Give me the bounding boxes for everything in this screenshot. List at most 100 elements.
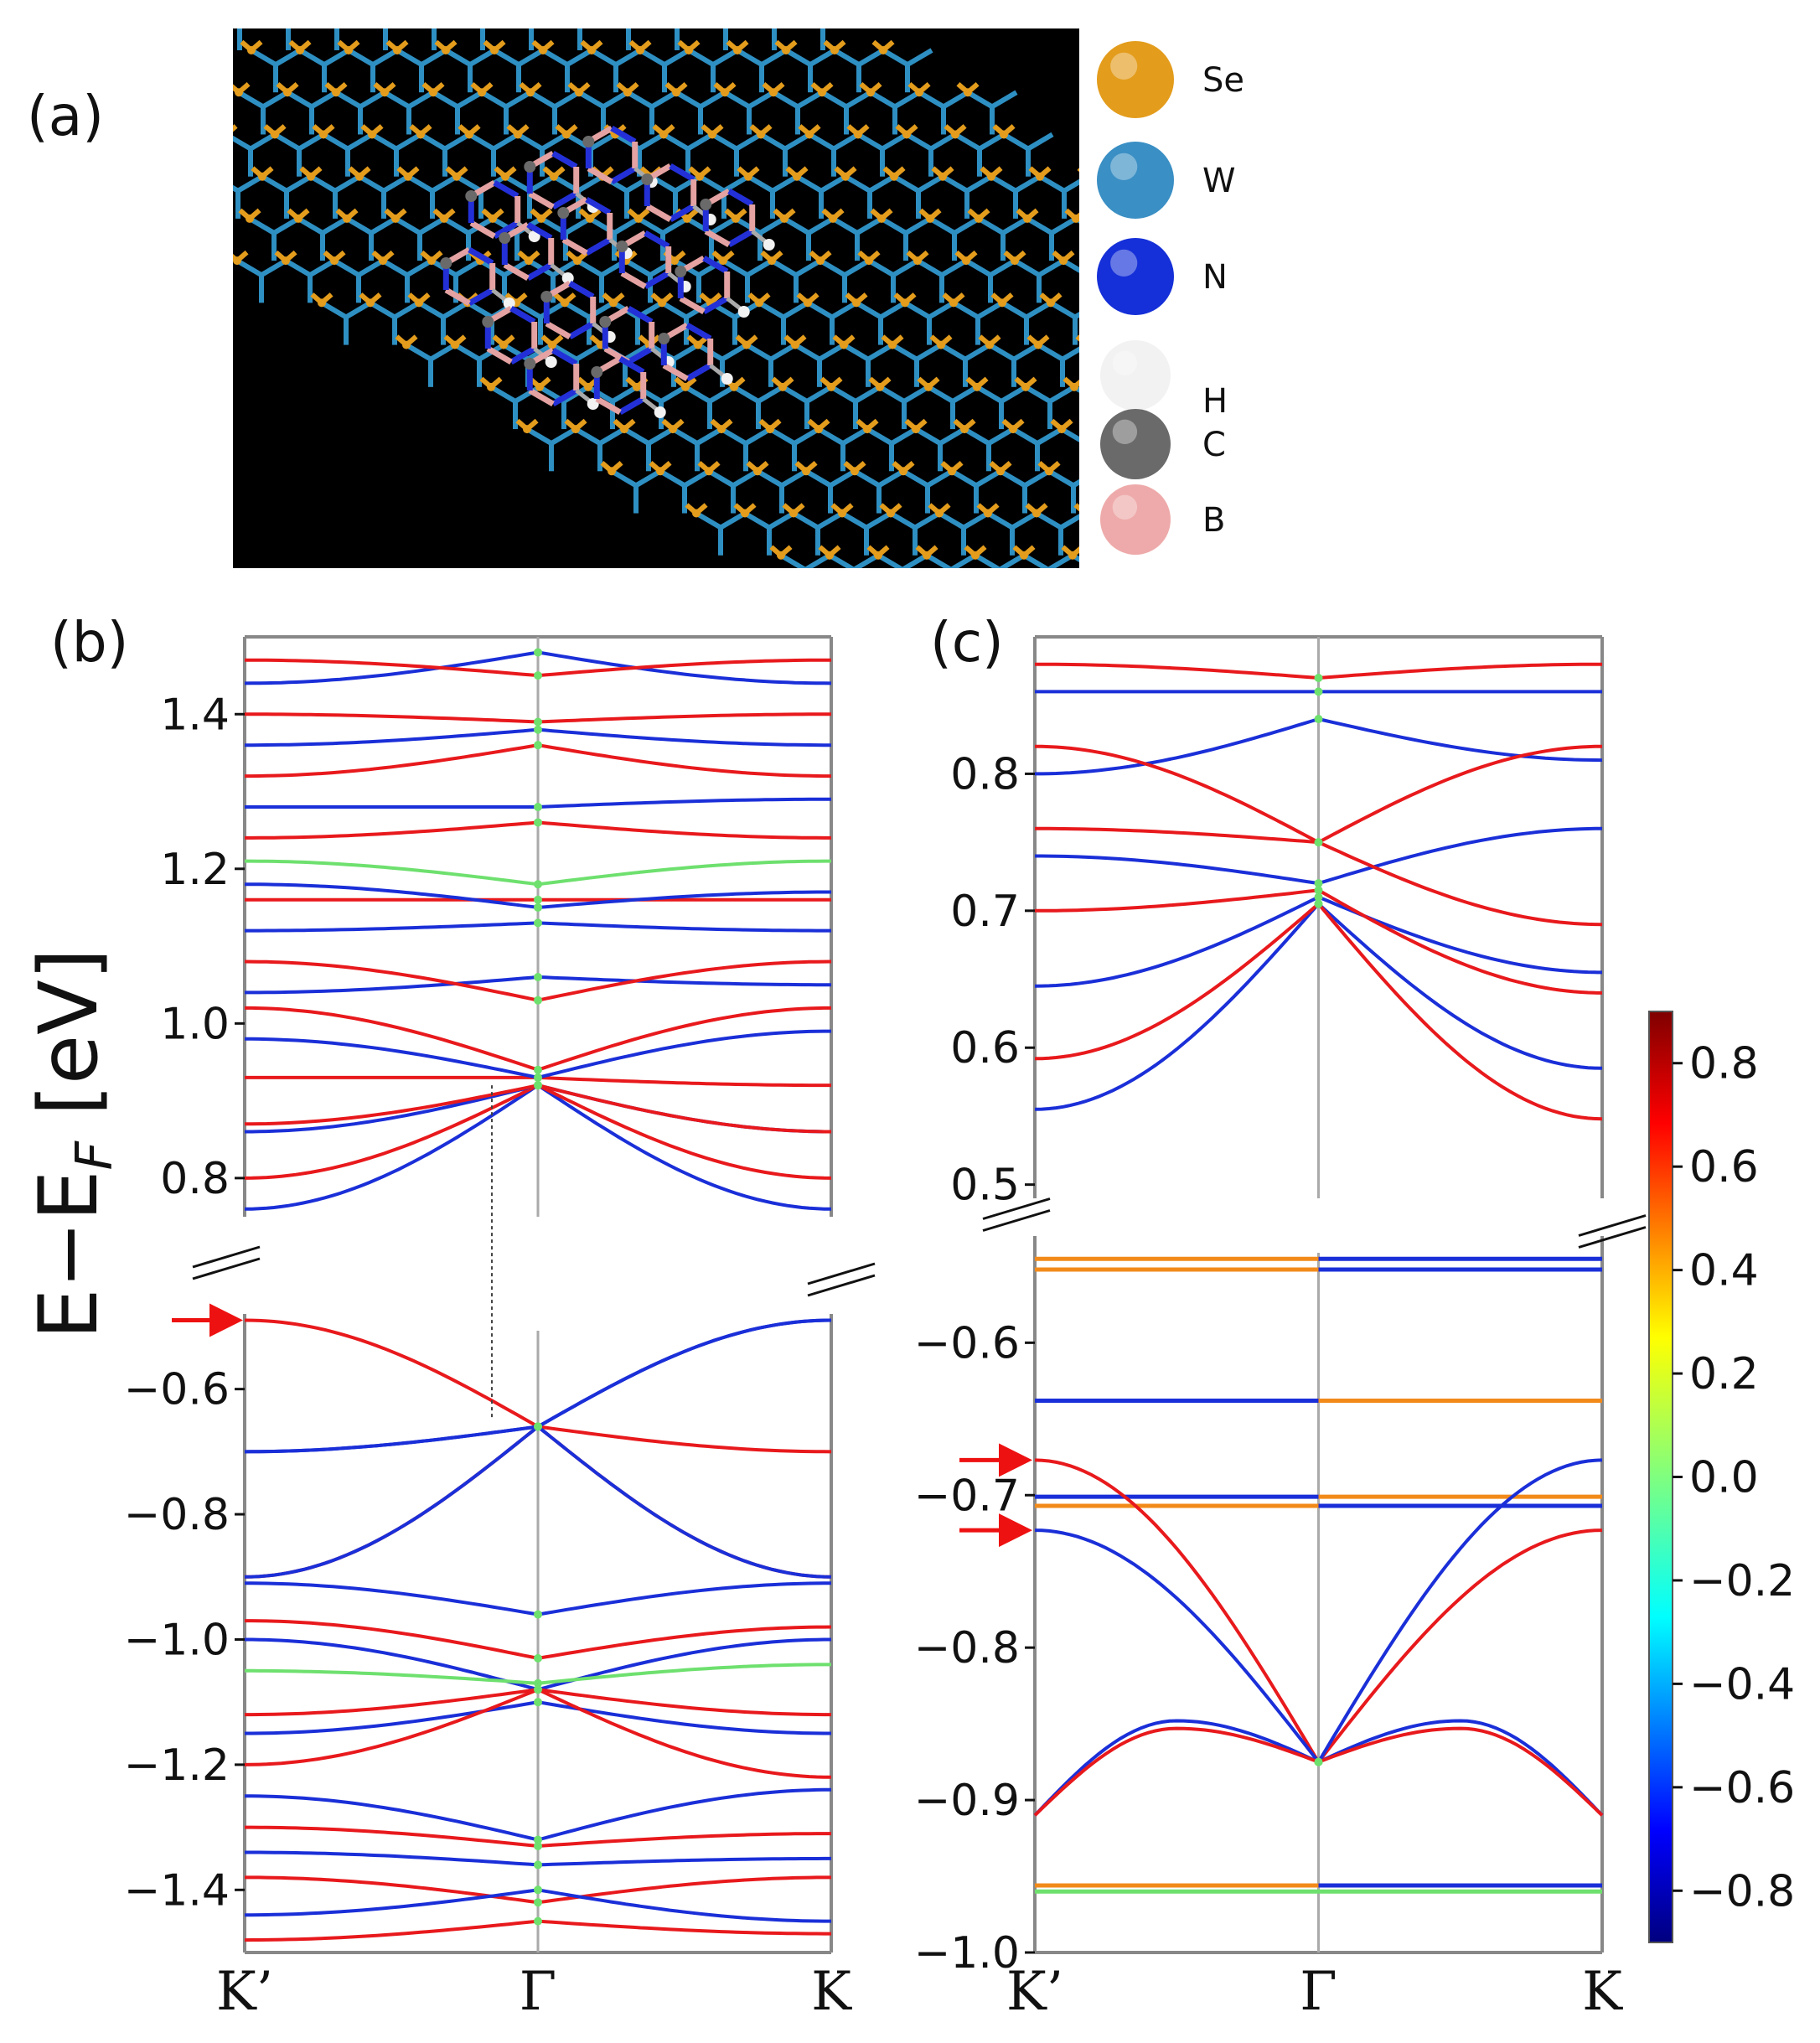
band-line [537, 712, 831, 724]
band-line [245, 975, 539, 995]
x-tick-label: K’ [1006, 1961, 1063, 2023]
band-line [245, 859, 539, 887]
y-tick-label: 0.5 [950, 1161, 1020, 1211]
atom-ball-H [1100, 340, 1171, 411]
colorbar-tick-label: 0.2 [1689, 1349, 1759, 1399]
band-line [1034, 903, 1320, 1111]
band-line [244, 1425, 540, 1579]
band-line [245, 712, 539, 724]
y-tick-label: −0.9 [914, 1776, 1020, 1826]
band-line [537, 1084, 832, 1180]
band-line [537, 975, 831, 987]
atom-legend: Se W N HCB [1097, 41, 1244, 555]
band-line [537, 959, 832, 1002]
band-line [245, 727, 539, 747]
atom-ball-W [1097, 142, 1174, 219]
bands-lower [1033, 1256, 1604, 1894]
band-line [244, 1794, 539, 1842]
colorbar-tick-label: −0.4 [1689, 1659, 1795, 1709]
colorbar-tick-label: 0.6 [1689, 1142, 1759, 1192]
band-line [1035, 826, 1319, 845]
band-line [1317, 840, 1603, 927]
colorbar-gradient [1648, 1011, 1673, 1943]
band-line [536, 1425, 832, 1579]
band-line [244, 1688, 539, 1766]
band-plot-b: 0.8 1.0 1.2 1.4 −0.6 −0.8 −1.0 −1.2 −1.4 K’ Γ K [124, 635, 876, 2023]
band-line [537, 820, 831, 840]
atom-label-Se: Se [1202, 61, 1244, 100]
band-line [537, 1856, 831, 1867]
band-line [536, 1084, 832, 1211]
band-line [245, 1825, 539, 1848]
band-line [537, 1875, 831, 1905]
band-line [537, 1663, 831, 1685]
bands-upper [244, 648, 832, 1211]
band-line [537, 1888, 831, 1923]
band-line [245, 1875, 539, 1905]
y-tick-label: −1.0 [124, 1615, 230, 1665]
band-line [537, 1318, 832, 1429]
band-line [1035, 662, 1319, 680]
band-line [1317, 744, 1603, 844]
bands-lower [244, 1318, 832, 1942]
band-line [1317, 826, 1602, 886]
band-line [537, 1625, 832, 1660]
band-line [537, 743, 831, 778]
band-line [1318, 717, 1603, 763]
x-tick-label: K [811, 1961, 852, 2023]
band-line [537, 1318, 832, 1429]
axis-break [807, 1262, 876, 1285]
band-line [537, 1084, 831, 1134]
colorbar-tick-label: −0.8 [1689, 1866, 1795, 1916]
band-line [244, 1425, 540, 1579]
band-line [537, 658, 831, 678]
colorbar-tick-label: 0.4 [1689, 1246, 1759, 1296]
y-tick-label: −0.6 [914, 1318, 1020, 1368]
molecule [440, 125, 775, 418]
band-plot-c: 0.5 0.6 0.7 0.8 −0.6 −0.7 −0.8 −0.9 −1.0K’ Γ K [914, 635, 1647, 2023]
band-line [245, 1888, 539, 1917]
panel-label-c: (c) [930, 610, 1004, 675]
y-tick-label: −0.6 [124, 1365, 230, 1415]
y-tick-label: 1.4 [160, 690, 230, 740]
y-tick-label: −1.2 [124, 1740, 230, 1791]
y-tick-label: −0.8 [124, 1490, 230, 1540]
y-tick-label: 0.7 [950, 887, 1020, 937]
band-line [1317, 1719, 1604, 1817]
band-line [1317, 903, 1603, 1070]
atom-ball-B [1100, 484, 1171, 555]
band-line [244, 650, 539, 685]
colorbar: 0.8 0.6 0.4 0.2 0.0 −0.2 −0.4 −0.6 −0.8 [1648, 1011, 1795, 1943]
x-tick-label: Γ [1300, 1961, 1337, 2023]
y-tick-label: 1.2 [160, 845, 230, 895]
band-line [537, 1075, 831, 1088]
band-line [537, 727, 831, 747]
y-tick-label: 0.8 [950, 749, 1020, 799]
band-line [244, 1425, 539, 1454]
band-line [537, 1832, 831, 1848]
band-line [537, 859, 831, 887]
band-line [537, 1919, 831, 1936]
band-line [1318, 662, 1602, 680]
band-line [245, 1037, 539, 1079]
x-tick-label: K’ [216, 1961, 273, 2023]
panel-label-a: (a) [27, 84, 104, 148]
band-line [245, 820, 539, 840]
band-line [1317, 888, 1603, 995]
band-line [245, 1084, 539, 1134]
band-line [244, 1919, 539, 1942]
band-line [537, 1637, 831, 1692]
band-line [245, 1688, 539, 1717]
band-line [537, 1700, 831, 1735]
atom-ball-N [1097, 238, 1174, 315]
panel-label-b: (b) [50, 610, 129, 675]
band-line [537, 650, 832, 685]
atom-ball-Se [1097, 41, 1174, 118]
y-tick-label: 0.6 [950, 1023, 1020, 1073]
y-tick-label: 1.0 [160, 999, 230, 1049]
atom-label-B: B [1202, 501, 1225, 540]
band-line [537, 1688, 832, 1779]
bands-upper [1034, 662, 1603, 1121]
band-line [536, 1425, 832, 1579]
